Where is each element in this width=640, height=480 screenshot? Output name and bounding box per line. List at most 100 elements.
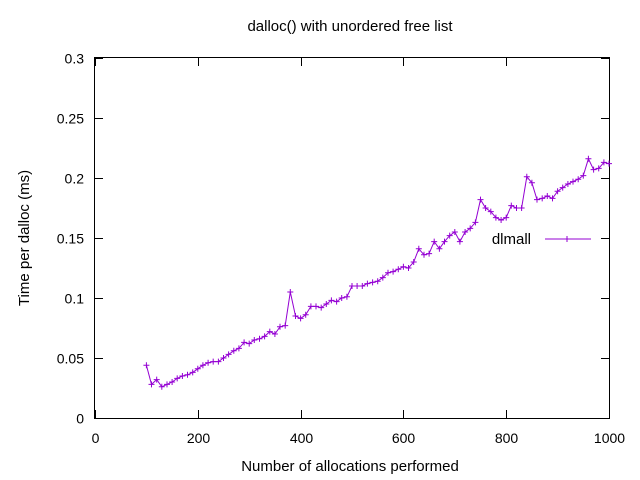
data-point: [292, 313, 299, 319]
data-point: [220, 355, 227, 361]
data-point: [410, 259, 417, 265]
data-point: [164, 381, 170, 388]
data-point: [482, 205, 489, 211]
data-point: [564, 181, 571, 187]
data-point: [405, 265, 412, 271]
data-point: [369, 279, 376, 286]
data-point: [307, 303, 314, 310]
data-point: [251, 337, 258, 343]
data-point: [246, 340, 253, 347]
y-tick-label: 0.3: [65, 51, 85, 67]
data-point: [184, 371, 191, 378]
data-point: [559, 184, 566, 191]
data-point: [359, 283, 366, 289]
data-point: [148, 381, 155, 388]
y-tick-label: 0.15: [57, 231, 84, 247]
x-tick-label: 0: [92, 430, 100, 446]
data-point: [189, 369, 196, 376]
x-tick-label: 1000: [594, 430, 625, 446]
data-point: [174, 375, 181, 382]
data-point: [487, 208, 494, 215]
data-point: [606, 160, 612, 167]
data-point: [467, 225, 474, 232]
data-point: [492, 214, 499, 221]
data-point: [575, 176, 582, 183]
data-point: [179, 373, 186, 379]
legend-label: dlmall: [492, 231, 531, 248]
y-tick-label: 0.1: [65, 291, 85, 307]
y-axis-ticks: 0 0.05 0.1 0.15 0.2 0.25 0.3: [57, 51, 609, 427]
data-point: [513, 205, 520, 211]
data-point: [261, 333, 268, 340]
x-tick-label: 800: [495, 430, 519, 446]
x-tick-label: 600: [392, 430, 416, 446]
data-point: [194, 365, 201, 372]
x-tick-label: 200: [187, 430, 211, 446]
data-point: [333, 298, 340, 305]
data-point: [528, 179, 535, 186]
data-point: [539, 195, 546, 202]
data-point: [585, 155, 592, 162]
data-point: [421, 251, 427, 258]
data-point: [271, 331, 278, 337]
data-point: [297, 315, 304, 322]
series-group: [143, 155, 612, 390]
chart-title: dalloc() with unordered free list: [247, 18, 453, 35]
data-point: [199, 362, 206, 369]
data-point: [415, 245, 422, 252]
data-point: [456, 238, 463, 245]
data-point: [225, 351, 232, 358]
y-axis-label: Time per dalloc (ms): [16, 170, 33, 306]
x-axis-ticks: 0 200 400 600 800 1000: [92, 58, 625, 446]
y-tick-label: 0: [76, 411, 84, 427]
data-point: [338, 295, 345, 301]
data-point: [158, 383, 165, 390]
legend-marker: [564, 236, 570, 242]
data-point: [595, 165, 602, 172]
data-point: [431, 238, 438, 245]
data-point: [364, 280, 371, 287]
legend: dlmall: [492, 231, 591, 248]
data-point: [462, 229, 469, 235]
data-point: [580, 172, 587, 179]
plot-frame: [94, 57, 610, 419]
data-point: [241, 339, 248, 346]
x-axis-label: Number of allocations performed: [241, 458, 459, 475]
data-point: [549, 195, 556, 202]
series-line: [145, 157, 610, 388]
data-point: [395, 266, 402, 273]
x-tick-label: 400: [290, 430, 314, 446]
data-point: [544, 193, 551, 199]
data-point: [266, 328, 273, 335]
data-point: [323, 301, 330, 307]
data-point: [205, 359, 212, 366]
data-point: [441, 238, 448, 245]
data-point: [518, 205, 525, 211]
data-point: [277, 323, 283, 330]
data-point: [169, 379, 176, 385]
data-point: [235, 345, 242, 352]
data-point: [570, 178, 576, 185]
data-point: [230, 347, 237, 354]
data-point: [287, 289, 294, 295]
data-point: [534, 196, 540, 203]
y-tick-label: 0.25: [57, 111, 84, 127]
data-point: [477, 196, 484, 203]
data-point: [379, 274, 386, 281]
data-point: [472, 219, 479, 226]
data-point: [374, 278, 381, 285]
data-point: [508, 202, 515, 209]
data-point: [215, 358, 222, 365]
data-point: [343, 293, 350, 300]
data-point: [446, 232, 453, 239]
data-point: [523, 173, 530, 180]
data-point: [590, 166, 597, 173]
data-point: [390, 268, 397, 275]
data-point: [313, 303, 319, 310]
data-point: [302, 311, 309, 318]
data-point: [318, 304, 325, 311]
data-point: [143, 362, 150, 369]
data-point: [400, 263, 407, 270]
data-point: [451, 229, 458, 235]
